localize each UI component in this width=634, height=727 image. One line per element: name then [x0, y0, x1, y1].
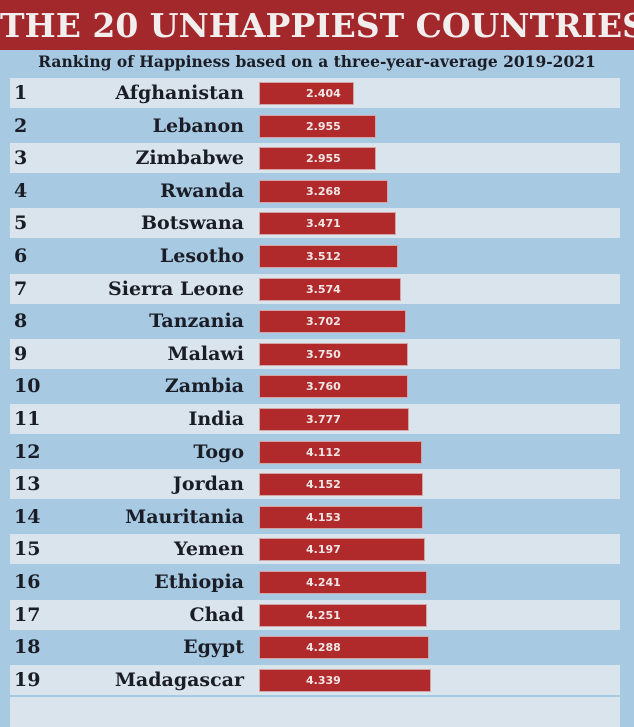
- value-label: 4.152: [306, 478, 341, 492]
- country-label: Botswana: [141, 212, 244, 235]
- value-label: 3.750: [306, 347, 341, 361]
- country-label: Mauritania: [125, 505, 244, 528]
- rank-label: 9: [14, 342, 28, 365]
- country-label: Ethiopia: [154, 571, 244, 593]
- country-label: Zimbabwe: [135, 147, 244, 170]
- country-label: Rwanda: [160, 179, 244, 202]
- value-label: 2.404: [306, 87, 341, 100]
- chart-title: THE 20 UNHAPPIEST COUNTRIES: [0, 0, 634, 50]
- bar: 3.471: [259, 212, 397, 236]
- rank-label: 10: [14, 375, 41, 398]
- value-label: 4.241: [306, 576, 341, 589]
- country-label: Yemen: [173, 538, 244, 561]
- bar: 3.760: [259, 375, 408, 399]
- bar: 3.702: [259, 310, 406, 334]
- value-label: 3.702: [306, 315, 341, 329]
- bar: 3.512: [259, 245, 399, 268]
- rank-label: 12: [14, 440, 41, 463]
- rank-label: 3: [14, 147, 28, 170]
- country-label: Lesotho: [159, 245, 244, 267]
- country-label: Jordan: [172, 473, 244, 496]
- bar: 3.574: [259, 277, 401, 301]
- value-label: 3.777: [306, 413, 341, 426]
- bar: 4.339: [259, 668, 431, 692]
- bar: 4.251: [259, 603, 428, 627]
- bar: 3.777: [259, 408, 409, 431]
- value-label: 3.471: [306, 217, 341, 231]
- bar: 4.112: [259, 440, 422, 464]
- country-label: Lebanon: [152, 114, 244, 137]
- value-label: 2.955: [306, 152, 341, 166]
- bar: 4.241: [259, 571, 427, 594]
- country-label: Zambia: [164, 375, 244, 398]
- country-label: Tanzania: [149, 310, 244, 333]
- value-label: 3.512: [306, 250, 341, 263]
- bar: 2.955: [259, 147, 377, 171]
- country-label: Egypt: [183, 636, 244, 659]
- country-label: Madagascar: [114, 668, 244, 691]
- rank-label: 11: [14, 408, 41, 430]
- country-label: India: [188, 408, 244, 430]
- value-label: 4.339: [306, 673, 341, 687]
- rank-label: 1: [14, 82, 28, 104]
- rank-label: 17: [14, 603, 41, 626]
- rank-label: 8: [14, 310, 28, 333]
- rank-label: 2: [14, 114, 28, 137]
- bar: 3.750: [259, 342, 408, 366]
- rank-label: 18: [14, 636, 41, 659]
- country-label: Afghanistan: [115, 82, 244, 104]
- value-label: 4.288: [306, 641, 341, 655]
- value-label: 4.112: [306, 445, 341, 459]
- rank-label: 6: [14, 245, 28, 267]
- row-band: [10, 697, 620, 727]
- rank-label: 16: [14, 571, 41, 593]
- bar: 4.153: [259, 505, 424, 529]
- country-label: Sierra Leone: [108, 277, 244, 300]
- bar-chart: 1 Afghanistan 2.404 2 Lebanon 2.955 3 Zimbabwe 2…: [10, 78, 620, 727]
- country-label: Chad: [189, 603, 244, 626]
- rank-label: 4: [14, 179, 28, 202]
- country-label: Togo: [193, 440, 244, 463]
- bar: 4.197: [259, 538, 426, 562]
- rank-label: 7: [14, 277, 28, 300]
- bar: 2.955: [259, 114, 377, 138]
- chart-subtitle: Ranking of Happiness based on a three-ye…: [38, 52, 596, 71]
- value-label: 3.268: [306, 184, 341, 198]
- rank-label: 19: [14, 668, 41, 691]
- value-label: 4.197: [306, 543, 341, 557]
- bar: 4.152: [259, 473, 424, 497]
- bar: 2.404: [259, 82, 355, 105]
- rank-label: 5: [14, 212, 28, 235]
- value-label: 4.153: [306, 510, 341, 524]
- rank-label: 14: [14, 505, 41, 528]
- country-label: Malawi: [167, 342, 244, 365]
- value-label: 3.760: [306, 380, 341, 394]
- value-label: 2.955: [306, 119, 341, 133]
- value-label: 3.574: [306, 282, 341, 296]
- rank-label: 13: [14, 473, 41, 496]
- bar: 3.268: [259, 179, 389, 203]
- value-label: 4.251: [306, 608, 341, 622]
- rank-label: 15: [14, 538, 41, 561]
- bar: 4.288: [259, 636, 429, 660]
